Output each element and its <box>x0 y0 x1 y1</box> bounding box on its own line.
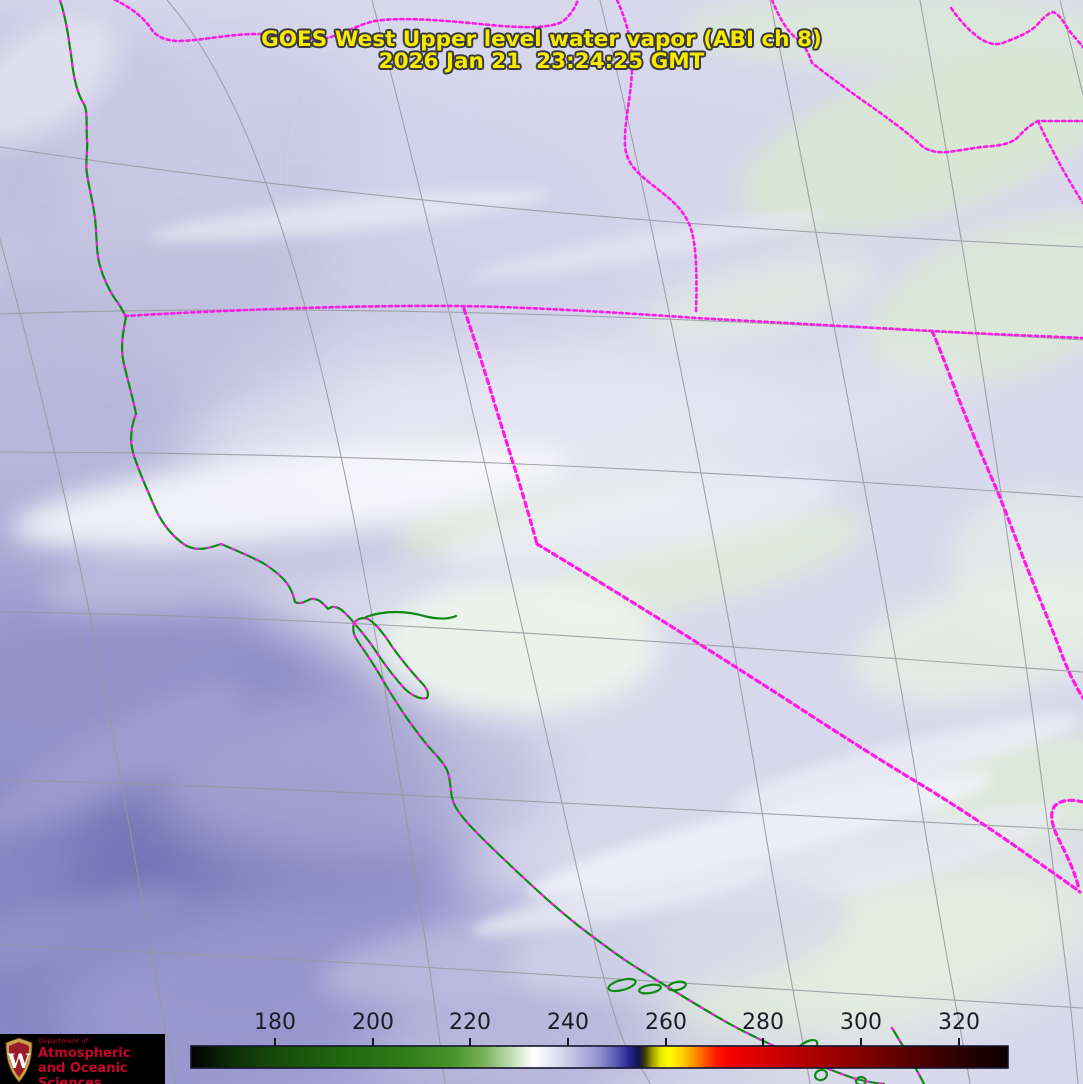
meridian-line <box>1059 0 1083 96</box>
logo-department-label: Department of <box>38 1037 89 1045</box>
logo-line1: Atmospheric <box>38 1046 131 1061</box>
uw-crest-icon: W <box>5 1037 33 1083</box>
meridian-line <box>769 0 971 1084</box>
border-oregon-idaho <box>615 0 698 316</box>
svg-text:W: W <box>7 1049 31 1073</box>
colorbar-ticks <box>274 1038 960 1046</box>
meridian-line <box>599 0 811 1084</box>
colorbar-gradient-bar <box>190 1045 1009 1069</box>
aos-logo: W Department of Atmospheric and Oceanic … <box>0 1034 165 1084</box>
logo-line2: and Oceanic Sciences <box>38 1061 128 1084</box>
border-42n <box>123 304 1083 340</box>
border-california-nevada-diagonal <box>535 542 1082 894</box>
parallel-line <box>0 779 1083 831</box>
meridian-line <box>0 237 176 1084</box>
california-coast <box>58 0 886 1084</box>
title-line1: GOES West Upper level water vapor (ABI c… <box>261 27 822 52</box>
state-borders <box>113 0 1083 894</box>
meridian-line <box>919 0 1079 1084</box>
parallel-line <box>0 146 1083 248</box>
parallel-line <box>0 451 1083 498</box>
colorbar <box>190 1038 1009 1069</box>
border-snake-river <box>770 0 1083 154</box>
border-top-right-squiggle <box>949 6 1083 49</box>
border-colorado-river <box>1050 798 1083 891</box>
title-line2: 2026 Jan 21 23:24:25 GMT <box>378 49 705 74</box>
delta-arm <box>364 610 458 620</box>
border-northwest <box>113 0 580 43</box>
parallel-line <box>0 611 1083 673</box>
border-idaho-utah <box>1036 119 1083 205</box>
image-title: GOES West Upper level water vapor (ABI c… <box>0 29 1083 73</box>
border-nevada-utah <box>930 329 1083 700</box>
border-california-nevada-north <box>462 307 539 546</box>
parallel-line <box>0 944 1083 1009</box>
